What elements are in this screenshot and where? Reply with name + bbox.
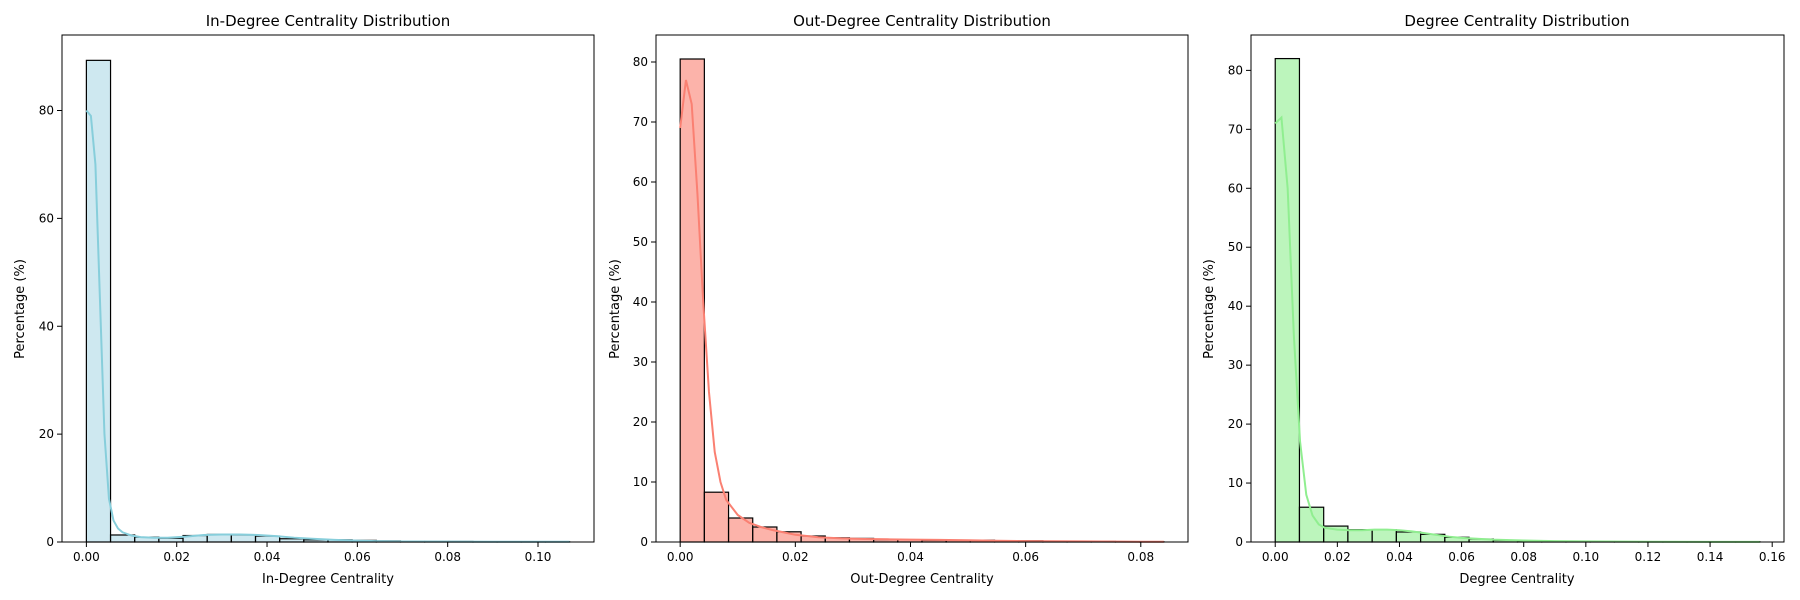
y-tick-label: 30 <box>1228 358 1243 372</box>
y-axis-label: Percentage (%) <box>608 259 623 359</box>
axes-frame <box>1250 34 1785 543</box>
x-tick-label: 0.14 <box>1697 550 1724 564</box>
x-tick-label: 0.06 <box>1448 550 1475 564</box>
histogram-bar <box>1274 57 1301 543</box>
x-tick-label: 0.08 <box>434 550 461 564</box>
x-tick-label: 0.02 <box>163 550 190 564</box>
x-tick-label: 0.00 <box>73 550 100 564</box>
y-tick-label: 60 <box>633 175 648 189</box>
x-axis-label: Out-Degree Centrality <box>850 572 994 587</box>
y-tick-label: 20 <box>633 415 648 429</box>
x-tick-label: 0.04 <box>897 550 924 564</box>
chart-title: Degree Centrality Distribution <box>1404 12 1629 30</box>
y-tick-label: 30 <box>633 355 648 369</box>
y-tick-label: 50 <box>633 235 648 249</box>
axes-frame <box>61 34 595 543</box>
histogram-bar <box>158 537 184 543</box>
kde-line <box>85 109 570 543</box>
x-tick-label: 0.06 <box>344 550 371 564</box>
y-axis-label: Percentage (%) <box>13 259 28 359</box>
y-tick-label: 80 <box>633 55 648 69</box>
axes-frame <box>655 34 1189 543</box>
y-tick-label: 10 <box>1228 476 1243 490</box>
x-tick-label: 0.16 <box>1759 550 1786 564</box>
y-tick-label: 20 <box>1228 417 1243 431</box>
histogram-bar <box>1347 529 1373 543</box>
y-tick-label: 40 <box>1228 299 1243 313</box>
y-tick-label: 50 <box>1228 240 1243 254</box>
y-tick-label: 60 <box>1228 181 1243 195</box>
x-tick-label: 0.02 <box>1324 550 1351 564</box>
histogram-bar <box>230 534 257 543</box>
chart-panel-out-degree: Out-Degree Centrality Distribution Out-D… <box>608 12 1189 587</box>
y-tick-label: 80 <box>39 104 54 118</box>
x-tick-label: 0.00 <box>667 550 694 564</box>
x-tick-label: 0.00 <box>1262 550 1289 564</box>
x-tick-label: 0.04 <box>254 550 281 564</box>
chart-panel-in-degree: In-Degree Centrality Distribution In-Deg… <box>13 12 595 587</box>
y-tick-label: 60 <box>39 211 54 225</box>
chart-title: In-Degree Centrality Distribution <box>206 12 451 30</box>
histogram-bar <box>1395 531 1422 543</box>
y-tick-label: 70 <box>633 115 648 129</box>
x-axis-label: Degree Centrality <box>1459 572 1574 587</box>
x-tick-label: 0.06 <box>1012 550 1039 564</box>
x-tick-label: 0.08 <box>1510 550 1537 564</box>
histogram-bar <box>679 58 705 543</box>
y-tick-label: 70 <box>1228 122 1243 136</box>
x-tick-label: 0.02 <box>782 550 809 564</box>
histogram-bar <box>1371 529 1397 543</box>
kde-line <box>679 79 1164 543</box>
y-tick-label: 20 <box>39 427 54 441</box>
histogram-bar <box>703 491 730 543</box>
chart-panel-degree: Degree Centrality Distribution Degree Ce… <box>1202 12 1786 587</box>
y-tick-label: 0 <box>1235 535 1243 549</box>
y-tick-label: 0 <box>640 535 648 549</box>
x-tick-label: 0.10 <box>1572 550 1599 564</box>
y-tick-label: 40 <box>39 319 54 333</box>
y-tick-label: 10 <box>633 475 648 489</box>
x-axis-label: In-Degree Centrality <box>262 572 394 587</box>
x-tick-label: 0.12 <box>1635 550 1662 564</box>
y-tick-label: 80 <box>1228 63 1243 77</box>
y-tick-label: 0 <box>46 535 54 549</box>
x-tick-label: 0.04 <box>1386 550 1413 564</box>
chart-title: Out-Degree Centrality Distribution <box>793 12 1051 30</box>
x-tick-label: 0.10 <box>525 550 552 564</box>
y-axis-label: Percentage (%) <box>1202 259 1217 359</box>
y-tick-label: 40 <box>633 295 648 309</box>
kde-line <box>1274 115 1760 543</box>
x-tick-label: 0.08 <box>1127 550 1154 564</box>
